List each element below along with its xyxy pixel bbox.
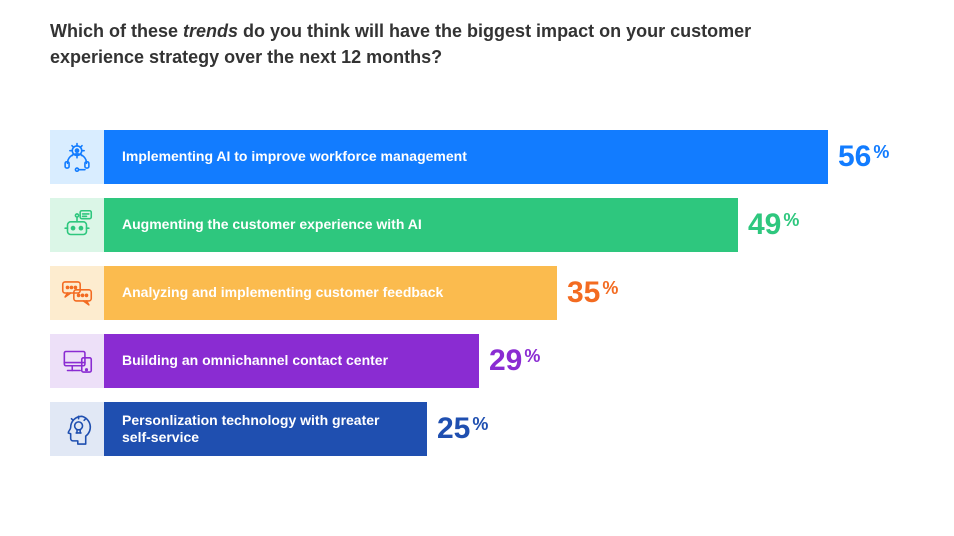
bar: Implementing AI to improve workforce man… bbox=[104, 130, 828, 184]
bar-value-number: 49 bbox=[748, 198, 781, 252]
bar-value-number: 29 bbox=[489, 334, 522, 388]
bar-label: Augmenting the customer experience with … bbox=[122, 216, 422, 234]
bar-value-number: 25 bbox=[437, 402, 470, 456]
bar-area: Implementing AI to improve workforce man… bbox=[104, 130, 904, 184]
robot-chat-icon bbox=[50, 198, 104, 252]
bar-value: 25% bbox=[437, 402, 488, 456]
bar-area: Augmenting the customer experience with … bbox=[104, 198, 904, 252]
bar-value: 56% bbox=[838, 130, 889, 184]
bar-value-number: 56 bbox=[838, 130, 871, 184]
trends-bar-chart: Implementing AI to improve workforce man… bbox=[50, 130, 904, 456]
percent-sign: % bbox=[602, 266, 618, 320]
chart-row: Analyzing and implementing customer feed… bbox=[50, 266, 904, 320]
devices-icon bbox=[50, 334, 104, 388]
bar-label: Analyzing and implementing customer feed… bbox=[122, 284, 443, 302]
page: Which of these trends do you think will … bbox=[0, 0, 954, 456]
bar-area: Personlization technology with greater s… bbox=[104, 402, 904, 456]
bar-area: Analyzing and implementing customer feed… bbox=[104, 266, 904, 320]
bar-value-number: 35 bbox=[567, 266, 600, 320]
chart-row: Personlization technology with greater s… bbox=[50, 402, 904, 456]
bar: Personlization technology with greater s… bbox=[104, 402, 427, 456]
bar-value: 49% bbox=[748, 198, 799, 252]
chart-title: Which of these trends do you think will … bbox=[50, 18, 830, 70]
bar-label: Personlization technology with greater s… bbox=[122, 412, 382, 447]
chat-bubbles-icon bbox=[50, 266, 104, 320]
percent-sign: % bbox=[783, 198, 799, 252]
bar-value: 29% bbox=[489, 334, 540, 388]
bar: Building an omnichannel contact center bbox=[104, 334, 479, 388]
chart-row: Implementing AI to improve workforce man… bbox=[50, 130, 904, 184]
bar-value: 35% bbox=[567, 266, 618, 320]
percent-sign: % bbox=[524, 334, 540, 388]
bar: Analyzing and implementing customer feed… bbox=[104, 266, 557, 320]
headset-gear-icon bbox=[50, 130, 104, 184]
head-bulb-icon bbox=[50, 402, 104, 456]
chart-row: Building an omnichannel contact center 29… bbox=[50, 334, 904, 388]
bar-area: Building an omnichannel contact center 29… bbox=[104, 334, 904, 388]
percent-sign: % bbox=[472, 402, 488, 456]
percent-sign: % bbox=[873, 130, 889, 184]
bar: Augmenting the customer experience with … bbox=[104, 198, 738, 252]
chart-row: Augmenting the customer experience with … bbox=[50, 198, 904, 252]
bar-label: Building an omnichannel contact center bbox=[122, 352, 388, 370]
bar-label: Implementing AI to improve workforce man… bbox=[122, 148, 467, 166]
